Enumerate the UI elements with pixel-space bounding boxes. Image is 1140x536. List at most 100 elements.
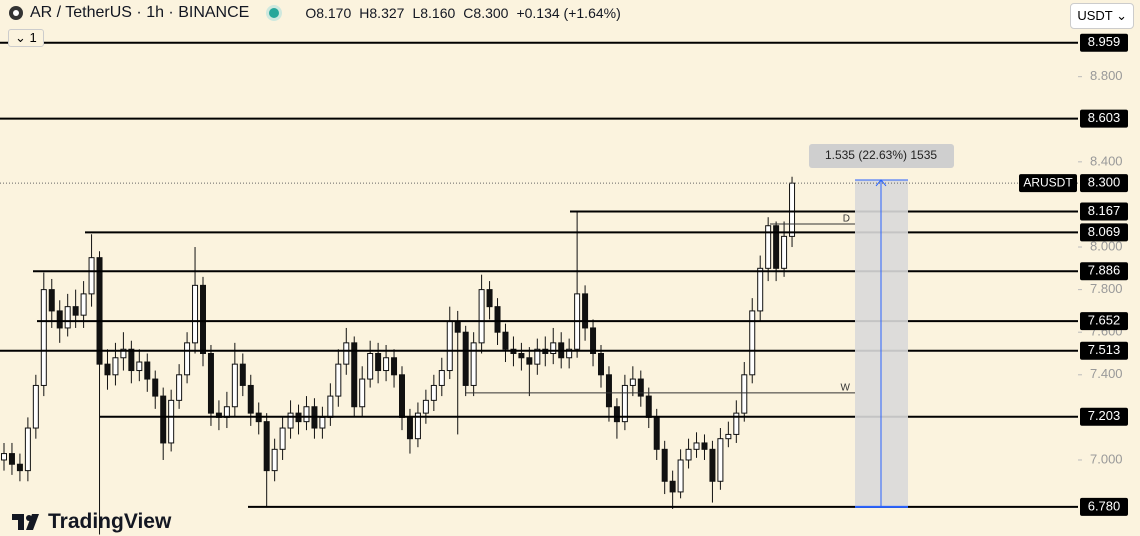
- collapse-button[interactable]: ⌄ 1: [8, 29, 44, 47]
- candle-body: [271, 448, 278, 472]
- candle-body: [741, 374, 748, 414]
- candle-body: [80, 293, 87, 316]
- candle-body: [677, 459, 684, 493]
- y-tick-label: 8.000: [1090, 238, 1123, 253]
- candle-body: [32, 384, 39, 429]
- candle-body: [168, 399, 175, 444]
- candle-body: [24, 427, 31, 472]
- candle-body: [247, 384, 254, 414]
- level-label-box: [1080, 312, 1128, 331]
- last-price-label: 8.300: [1088, 175, 1121, 190]
- status-dot: [269, 8, 280, 18]
- candle-body: [144, 361, 151, 380]
- ohlc-value: 8.160: [420, 5, 456, 21]
- candle-body: [112, 357, 119, 376]
- y-tick-label: 8.800: [1090, 68, 1123, 83]
- candle-body: [351, 342, 358, 408]
- annotation-label: D: [843, 214, 850, 225]
- level-label-box: [1080, 202, 1128, 221]
- candle-body: [653, 416, 660, 450]
- level-label-box: [1080, 33, 1128, 52]
- level-label-box: [1080, 407, 1128, 426]
- candle-body: [502, 331, 509, 350]
- candle-body: [335, 363, 342, 397]
- candle-body: [367, 353, 374, 380]
- measure-label: 1.535 (22.63%) 1535: [825, 148, 937, 162]
- ohlc-value: 8.170: [316, 5, 352, 21]
- candle-body: [303, 406, 310, 423]
- candle-body: [160, 395, 167, 444]
- candle-body: [725, 433, 732, 440]
- level-label: 7.203: [1088, 408, 1121, 423]
- level-label-box: [1080, 262, 1128, 281]
- candle-body: [550, 342, 557, 355]
- level-label: 7.513: [1088, 342, 1121, 357]
- candle-body: [327, 395, 334, 418]
- ohlc-value: 8.327: [369, 5, 405, 21]
- candle-body: [470, 342, 477, 386]
- candle-body: [446, 321, 453, 372]
- candle-body: [231, 363, 238, 408]
- ohlc-value: 8.300: [473, 5, 509, 21]
- candle-body: [701, 442, 708, 450]
- measure-label-box: [809, 143, 954, 168]
- last-price-box: [1080, 174, 1128, 193]
- candle-body: [279, 427, 286, 450]
- currency[interactable]: USDT: [1077, 8, 1113, 23]
- candle-body: [789, 182, 796, 237]
- y-tick-label: 7.000: [1090, 451, 1123, 466]
- last-price-name-box: [1019, 174, 1077, 193]
- header: AR / TetherUS · 1h · BINANCE O8.170 H8.32…: [8, 4, 621, 22]
- candle-body: [207, 353, 214, 414]
- candle-body: [430, 384, 437, 401]
- candle-body: [598, 353, 604, 376]
- ohlc: O8.170 H8.327 L8.160 C8.300 +0.134 (+1.64%): [305, 5, 620, 21]
- candle-body: [184, 342, 191, 376]
- candle-body: [733, 412, 740, 435]
- ohlc-item: H8.327: [359, 5, 404, 21]
- candle-body: [494, 306, 501, 333]
- candle-body: [709, 448, 716, 482]
- candle-body: [685, 448, 692, 461]
- currency-button[interactable]: USDT ⌄: [1070, 3, 1134, 29]
- candle-body: [454, 321, 461, 333]
- candle-body: [781, 235, 788, 269]
- candle-body: [582, 293, 589, 329]
- candle-body: [128, 348, 135, 372]
- candle-body: [375, 353, 382, 372]
- candle-body: [64, 306, 71, 329]
- level-label-box: [1080, 341, 1128, 360]
- candle-body: [422, 399, 429, 414]
- candle-body: [693, 442, 700, 450]
- candle-body: [104, 363, 111, 376]
- level-label-box: [1080, 497, 1128, 516]
- collapse-count[interactable]: 1: [29, 30, 37, 45]
- ohlc-item: O8.170: [305, 5, 351, 21]
- candle-body: [526, 357, 533, 365]
- candle-body: [645, 395, 652, 418]
- candle-body: [239, 363, 246, 386]
- candle-body: [200, 284, 206, 355]
- candle-body: [462, 331, 469, 386]
- ohlc-key: L: [412, 5, 421, 21]
- candle-body: [40, 289, 47, 386]
- candle-body: [192, 284, 199, 344]
- candle-body: [1, 453, 7, 461]
- candle-body: [478, 289, 485, 344]
- level-label: 8.069: [1088, 224, 1121, 239]
- candle-body: [765, 225, 772, 269]
- candle-body: [414, 412, 421, 440]
- candle-body: [48, 289, 55, 312]
- candle-body: [120, 348, 127, 359]
- level-label: 8.603: [1088, 110, 1121, 125]
- candle-body: [88, 257, 95, 295]
- candle-body: [96, 257, 103, 365]
- candle-body: [613, 406, 620, 423]
- candle-body: [749, 310, 756, 376]
- candle-body: [16, 463, 23, 472]
- annotation-label: W: [841, 383, 851, 394]
- logo: TradingView: [12, 510, 171, 534]
- candle-body: [287, 412, 294, 429]
- logo-icon: [12, 514, 39, 530]
